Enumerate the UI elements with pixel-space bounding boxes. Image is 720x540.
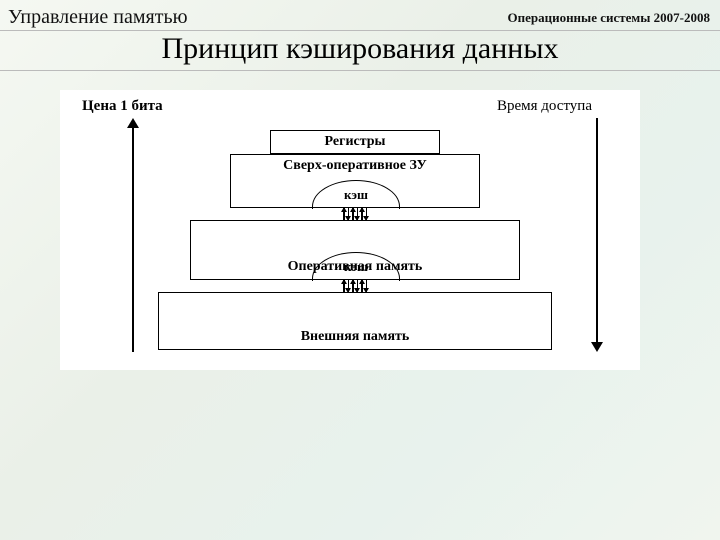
memory-hierarchy-diagram: Цена 1 бита Время доступа Внешняя память… bbox=[60, 90, 640, 370]
level-external-memory: Внешняя память bbox=[158, 292, 552, 350]
label-cost-per-bit: Цена 1 бита bbox=[82, 98, 163, 115]
level-registers-label: Регистры bbox=[271, 131, 439, 150]
level-external-memory-label: Внешняя память bbox=[159, 329, 551, 345]
header-right: Операционные системы 2007-2008 bbox=[507, 10, 710, 26]
level-registers: Регистры bbox=[270, 130, 440, 154]
cache-exchange-arrows-upper-icon bbox=[330, 208, 380, 220]
cache-arc-lower-label: кэш bbox=[344, 259, 368, 274]
header-left: Управление памятью bbox=[8, 6, 188, 29]
level-super-operative-label: Сверх-оперативное ЗУ bbox=[231, 158, 479, 174]
divider-under-title bbox=[0, 70, 720, 71]
cache-exchange-arrows-lower-icon bbox=[330, 280, 380, 292]
divider-top bbox=[0, 30, 720, 31]
cache-arc-upper-label: кэш bbox=[344, 187, 368, 202]
arrow-cost-up-icon bbox=[132, 120, 134, 352]
page-title: Принцип кэширования данных bbox=[0, 32, 720, 66]
arrow-time-down-icon bbox=[596, 118, 598, 350]
label-access-time: Время доступа bbox=[497, 98, 592, 115]
